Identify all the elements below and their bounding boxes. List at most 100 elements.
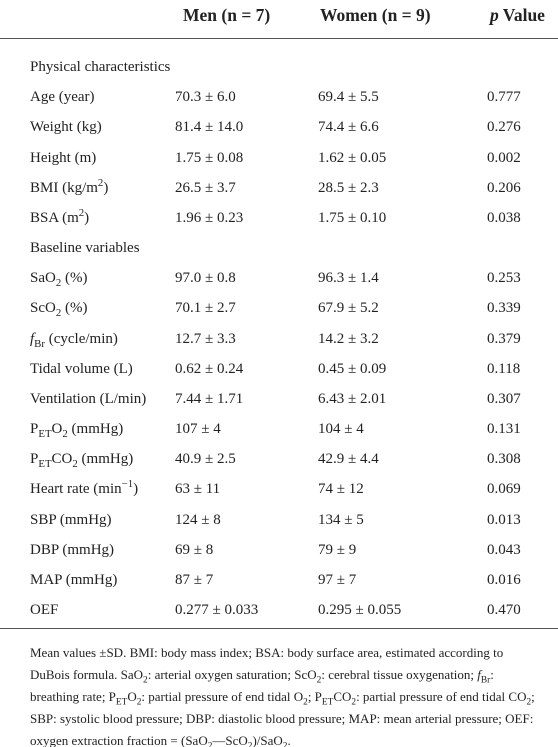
- row-label: PETO2 (mmHg): [30, 419, 123, 439]
- text: Mean values ±SD. BMI: body mass index; B…: [30, 645, 504, 682]
- row-label: DBP (mmHg): [30, 540, 114, 560]
- men-value: 70.1 ± 2.7: [175, 300, 236, 317]
- subscript: 2: [351, 697, 357, 708]
- text: O: [127, 689, 137, 704]
- text: OEF: [30, 602, 59, 619]
- text: ; P: [307, 689, 322, 704]
- text: Tidal volume (L): [30, 360, 133, 377]
- text: ; SBP: systolic blood pressure; DBP: dia…: [30, 689, 535, 747]
- women-value: 42.9 ± 4.4: [318, 451, 379, 468]
- subscript: ET: [38, 428, 52, 441]
- text: ): [103, 179, 109, 196]
- row-label: PETCO2 (mmHg): [30, 449, 133, 469]
- p-value: 0.777: [487, 89, 521, 106]
- women-value: 6.43 ± 2.01: [318, 390, 387, 407]
- text: DBP (mmHg): [30, 541, 115, 558]
- women-value: 1.62 ± 0.05: [318, 149, 387, 166]
- italic: f: [30, 330, 35, 347]
- subscript: 2: [62, 428, 68, 441]
- men-value: 1.96 ± 0.23: [175, 209, 244, 226]
- subscript: 2: [72, 458, 78, 471]
- women-value: 104 ± 4: [318, 421, 364, 438]
- text: : cerebral tissue oxygenation;: [321, 667, 478, 682]
- text: Heart rate (min: [30, 481, 122, 498]
- men-value: 26.5 ± 3.7: [175, 179, 236, 196]
- men-value: 69 ± 8: [175, 541, 214, 558]
- text: SaO: [30, 270, 56, 287]
- p-value: 0.308: [487, 451, 521, 468]
- text: Age (year): [30, 89, 95, 106]
- row-label: Tidal volume (L): [30, 359, 133, 379]
- header-women: Women (n = 9): [320, 5, 431, 25]
- p-value: 0.253: [487, 270, 521, 287]
- text: (%): [61, 270, 88, 287]
- italic: f: [477, 667, 481, 682]
- row-label: BMI (kg/m2): [30, 176, 109, 198]
- text: : breathing rate; P: [30, 667, 494, 704]
- men-value: 40.9 ± 2.5: [175, 451, 236, 468]
- row-label: Height (m): [30, 148, 96, 168]
- p-value: 0.379: [487, 330, 521, 347]
- text: P: [30, 421, 39, 438]
- men-value: 70.3 ± 6.0: [175, 89, 236, 106]
- subscript: ET: [38, 458, 52, 471]
- subscript: 2: [282, 741, 288, 747]
- men-value: 81.4 ± 14.0: [175, 119, 244, 136]
- italic: p: [490, 5, 499, 25]
- superscript: 2: [97, 176, 104, 189]
- text: Height (m): [30, 149, 97, 166]
- row-label: ScO2 (%): [30, 298, 88, 318]
- row-label: OEF: [30, 600, 58, 620]
- row-label: fBr (cycle/min): [30, 329, 118, 349]
- women-value: 0.45 ± 0.09: [318, 360, 387, 377]
- text: (mmHg): [67, 421, 124, 438]
- women-value: 97 ± 7: [318, 571, 357, 588]
- text: )/SaO: [252, 733, 283, 747]
- p-value: 0.206: [487, 179, 521, 196]
- superscript: −1: [121, 478, 134, 491]
- p-value: 0.043: [487, 541, 521, 558]
- subscript: 2: [55, 277, 62, 290]
- text: O: [51, 421, 63, 438]
- row-label: Heart rate (min−1): [30, 479, 138, 499]
- women-value: 28.5 ± 2.3: [318, 179, 379, 196]
- p-value: 0.002: [487, 149, 521, 166]
- text: CO: [333, 689, 352, 704]
- women-value: 74 ± 12: [318, 481, 364, 498]
- row-label: MAP (mmHg): [30, 570, 117, 590]
- subscript: 2: [207, 741, 213, 747]
- subscript: 2: [55, 307, 62, 320]
- text: SBP (mmHg): [30, 511, 112, 528]
- subscript: Br: [34, 337, 45, 350]
- men-value: 107 ± 4: [175, 421, 221, 438]
- subscript: 2: [316, 675, 322, 686]
- subscript: ET: [115, 697, 128, 708]
- text: BMI (kg/m: [30, 179, 98, 196]
- women-value: 14.2 ± 3.2: [318, 330, 379, 347]
- men-value: 124 ± 8: [175, 511, 221, 528]
- subscript: 2: [136, 697, 142, 708]
- text: —ScO: [212, 733, 248, 747]
- subscript: 2: [303, 697, 308, 708]
- men-value: 63 ± 11: [175, 481, 221, 498]
- women-value: 67.9 ± 5.2: [318, 300, 379, 317]
- text: ScO: [30, 300, 56, 317]
- text: : partial pressure of end tidal O: [141, 689, 304, 704]
- row-label: Age (year): [30, 87, 95, 107]
- header-p-value: p Value: [490, 5, 545, 25]
- footnote: Mean values ±SD. BMI: body mass index; B…: [30, 642, 545, 747]
- p-value: 0.307: [487, 390, 521, 407]
- row-label: Weight (kg): [30, 117, 102, 137]
- text: ): [133, 481, 139, 498]
- row-label: Ventilation (L/min): [30, 389, 146, 409]
- men-value: 7.44 ± 1.71: [175, 390, 244, 407]
- women-value: 74.4 ± 6.6: [318, 119, 379, 136]
- subscript: Br: [480, 675, 491, 686]
- women-value: 69.4 ± 5.5: [318, 89, 379, 106]
- text: : arterial oxygen saturation; ScO: [147, 667, 317, 682]
- row-label: BSA (m2): [30, 207, 89, 228]
- men-value: 87 ± 7: [175, 571, 214, 588]
- bottom-rule: [0, 628, 558, 629]
- p-value: 0.016: [487, 571, 521, 588]
